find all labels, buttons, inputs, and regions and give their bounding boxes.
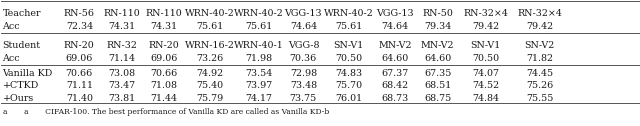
- Text: 64.60: 64.60: [424, 54, 451, 63]
- Text: 79.42: 79.42: [472, 22, 499, 31]
- Text: 72.34: 72.34: [66, 22, 93, 31]
- Text: 70.66: 70.66: [66, 69, 93, 78]
- Text: 71.98: 71.98: [245, 54, 272, 63]
- Text: WRN-40-2: WRN-40-2: [185, 9, 235, 18]
- Text: 71.11: 71.11: [66, 81, 93, 90]
- Text: 75.26: 75.26: [526, 81, 553, 90]
- Text: VGG-8: VGG-8: [287, 41, 319, 51]
- Text: 73.26: 73.26: [196, 54, 223, 63]
- Text: 68.42: 68.42: [381, 81, 408, 90]
- Text: 74.52: 74.52: [472, 81, 499, 90]
- Text: +Ours: +Ours: [3, 94, 34, 103]
- Text: SN-V1: SN-V1: [333, 41, 364, 51]
- Text: 75.55: 75.55: [526, 94, 553, 103]
- Text: 64.60: 64.60: [381, 54, 408, 63]
- Text: 67.37: 67.37: [381, 69, 408, 78]
- Text: 70.66: 70.66: [150, 69, 177, 78]
- Text: SN-V1: SN-V1: [470, 41, 501, 51]
- Text: 71.08: 71.08: [150, 81, 177, 90]
- Text: 73.48: 73.48: [290, 81, 317, 90]
- Text: WRN-40-1: WRN-40-1: [234, 41, 284, 51]
- Text: RN-20: RN-20: [64, 41, 95, 51]
- Text: 73.81: 73.81: [108, 94, 135, 103]
- Text: 74.64: 74.64: [381, 22, 408, 31]
- Text: WRN-16-2: WRN-16-2: [185, 41, 235, 51]
- Text: 71.82: 71.82: [526, 54, 553, 63]
- Text: 74.31: 74.31: [108, 22, 135, 31]
- Text: WRN-40-2: WRN-40-2: [234, 9, 284, 18]
- Text: 74.64: 74.64: [290, 22, 317, 31]
- Text: MN-V2: MN-V2: [378, 41, 412, 51]
- Text: 79.42: 79.42: [526, 22, 553, 31]
- Text: RN-56: RN-56: [64, 9, 95, 18]
- Text: 71.14: 71.14: [108, 54, 135, 63]
- Text: SN-V2: SN-V2: [524, 41, 555, 51]
- Text: WRN-40-2: WRN-40-2: [324, 9, 374, 18]
- Text: 74.45: 74.45: [526, 69, 553, 78]
- Text: 68.75: 68.75: [424, 94, 451, 103]
- Text: 74.92: 74.92: [196, 69, 223, 78]
- Text: 73.47: 73.47: [108, 81, 135, 90]
- Text: 68.51: 68.51: [424, 81, 451, 90]
- Text: 73.97: 73.97: [245, 81, 272, 90]
- Text: 70.50: 70.50: [472, 54, 499, 63]
- Text: RN-50: RN-50: [422, 9, 453, 18]
- Text: 71.44: 71.44: [150, 94, 177, 103]
- Text: 75.61: 75.61: [196, 22, 223, 31]
- Text: 75.61: 75.61: [245, 22, 272, 31]
- Text: 74.31: 74.31: [150, 22, 177, 31]
- Text: 74.84: 74.84: [472, 94, 499, 103]
- Text: +CTKD: +CTKD: [3, 81, 39, 90]
- Text: VGG-13: VGG-13: [285, 9, 322, 18]
- Text: RN-110: RN-110: [145, 9, 182, 18]
- Text: 71.40: 71.40: [66, 94, 93, 103]
- Text: RN-20: RN-20: [148, 41, 179, 51]
- Text: 73.75: 73.75: [290, 94, 317, 103]
- Text: 75.61: 75.61: [335, 22, 362, 31]
- Text: 69.06: 69.06: [150, 54, 177, 63]
- Text: Teacher: Teacher: [3, 9, 41, 18]
- Text: 73.54: 73.54: [245, 69, 272, 78]
- Text: 75.40: 75.40: [196, 81, 223, 90]
- Text: 67.35: 67.35: [424, 69, 451, 78]
- Text: RN-110: RN-110: [103, 9, 140, 18]
- Text: 74.17: 74.17: [245, 94, 272, 103]
- Text: Student: Student: [3, 41, 40, 51]
- Text: 76.01: 76.01: [335, 94, 362, 103]
- Text: 68.73: 68.73: [381, 94, 408, 103]
- Text: RN-32×4: RN-32×4: [517, 9, 562, 18]
- Text: 70.50: 70.50: [335, 54, 362, 63]
- Text: 74.83: 74.83: [335, 69, 362, 78]
- Text: 74.07: 74.07: [472, 69, 499, 78]
- Text: 75.79: 75.79: [196, 94, 223, 103]
- Text: MN-V2: MN-V2: [421, 41, 454, 51]
- Text: a       a       CIFAR-100. The best performance of Vanilla KD are called as Vani: a a CIFAR-100. The best performance of V…: [3, 108, 329, 116]
- Text: VGG-13: VGG-13: [376, 9, 413, 18]
- Text: Vanilla KD: Vanilla KD: [3, 69, 53, 78]
- Text: 70.36: 70.36: [290, 54, 317, 63]
- Text: RN-32×4: RN-32×4: [463, 9, 508, 18]
- Text: 73.08: 73.08: [108, 69, 135, 78]
- Text: RN-32: RN-32: [106, 41, 137, 51]
- Text: 75.70: 75.70: [335, 81, 362, 90]
- Text: 72.98: 72.98: [290, 69, 317, 78]
- Text: 69.06: 69.06: [66, 54, 93, 63]
- Text: 79.34: 79.34: [424, 22, 451, 31]
- Text: Acc: Acc: [3, 54, 20, 63]
- Text: Acc: Acc: [3, 22, 20, 31]
